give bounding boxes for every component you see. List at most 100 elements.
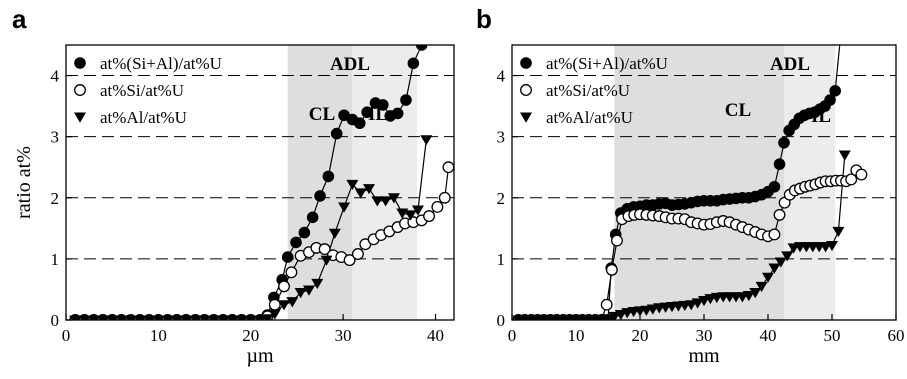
data-point <box>278 280 290 293</box>
data-point <box>290 236 302 249</box>
data-point <box>226 315 239 320</box>
data-point <box>377 99 389 111</box>
region-label-cl: CL <box>309 104 335 125</box>
data-point <box>351 248 364 260</box>
data-point <box>363 184 376 195</box>
region-label-adl: ADL <box>330 54 370 75</box>
data-point <box>832 226 845 238</box>
legend-entry: at%Al/at%U <box>546 108 633 127</box>
series-line <box>75 139 427 320</box>
data-point <box>161 315 174 320</box>
y-tick-label: 2 <box>497 189 506 208</box>
plot-area <box>512 45 868 320</box>
region-cl <box>287 45 353 320</box>
legend-marker <box>520 84 532 96</box>
data-point <box>87 315 100 320</box>
y-axis-label: ratio at% <box>13 146 35 219</box>
data-point <box>180 315 193 320</box>
x-tick-label: 0 <box>508 326 517 345</box>
data-point <box>781 251 794 262</box>
region-label-cl: CL <box>725 100 751 121</box>
panel-letter: a <box>12 4 27 34</box>
y-tick-label: 4 <box>497 67 506 86</box>
data-point <box>768 180 781 193</box>
data-point <box>286 297 299 308</box>
data-point <box>320 255 333 266</box>
data-point <box>318 243 331 256</box>
data-point <box>330 127 343 140</box>
data-point <box>261 314 274 320</box>
data-point <box>322 170 335 183</box>
data-point <box>343 254 356 267</box>
data-point <box>133 315 146 320</box>
data-point <box>379 196 392 207</box>
data-point <box>845 173 858 186</box>
region-cl <box>614 45 784 320</box>
x-tick-label: 30 <box>335 326 352 345</box>
data-point <box>407 57 420 70</box>
x-tick-label: 10 <box>150 326 167 345</box>
data-point <box>773 208 786 221</box>
x-tick-label: 20 <box>632 326 649 345</box>
data-point <box>838 150 851 161</box>
data-point <box>755 281 768 293</box>
data-point <box>605 263 618 276</box>
legend-marker <box>520 57 532 69</box>
plot-frame <box>65 44 455 321</box>
data-point <box>124 315 137 320</box>
data-point <box>353 117 366 130</box>
legend-marker <box>74 57 86 69</box>
data-point <box>294 288 307 299</box>
data-point <box>346 179 359 191</box>
data-point <box>298 226 311 239</box>
data-point <box>422 0 433 8</box>
data-point <box>361 106 373 119</box>
data-point <box>749 288 762 299</box>
data-point <box>826 240 838 252</box>
data-point <box>235 315 248 320</box>
data-point <box>328 228 341 239</box>
y-tick-label: 0 <box>51 311 60 330</box>
x-tick-label: 0 <box>62 326 71 345</box>
x-tick-label: 10 <box>568 326 585 345</box>
data-point <box>773 158 786 170</box>
data-point <box>354 188 367 199</box>
legend-entry: at%(Si+Al)/at%U <box>100 54 222 73</box>
data-point <box>768 263 781 274</box>
data-point <box>742 291 755 302</box>
data-point <box>387 193 400 204</box>
data-point <box>371 196 384 207</box>
x-tick-label: 40 <box>760 326 777 345</box>
y-tick-label: 1 <box>51 250 60 269</box>
data-point <box>207 315 220 320</box>
data-point <box>855 168 868 181</box>
data-point <box>768 228 781 241</box>
y-tick-label: 2 <box>51 189 60 208</box>
x-axis-label: µm <box>246 345 274 367</box>
y-tick-label: 1 <box>497 250 506 269</box>
legend-marker <box>520 112 532 123</box>
x-tick-label: 50 <box>824 326 841 345</box>
data-point <box>285 266 298 279</box>
data-point <box>391 107 404 120</box>
y-tick-label: 0 <box>497 311 506 330</box>
legend-entry: at%(Si+Al)/at%U <box>546 54 668 73</box>
data-point <box>423 210 436 223</box>
data-point <box>411 205 424 216</box>
data-point <box>762 272 774 283</box>
data-point <box>442 161 454 174</box>
y-tick-label: 3 <box>51 128 60 147</box>
data-point <box>268 309 281 320</box>
legend-marker <box>74 112 86 123</box>
y-tick-label: 4 <box>51 67 60 86</box>
data-point <box>314 190 326 202</box>
data-point <box>198 315 211 320</box>
x-axis-label: mm <box>688 345 720 367</box>
data-point <box>78 315 91 320</box>
x-tick-label: 60 <box>888 326 905 345</box>
x-tick-label: 20 <box>242 326 259 345</box>
data-point <box>420 135 433 146</box>
data-point <box>143 315 156 320</box>
